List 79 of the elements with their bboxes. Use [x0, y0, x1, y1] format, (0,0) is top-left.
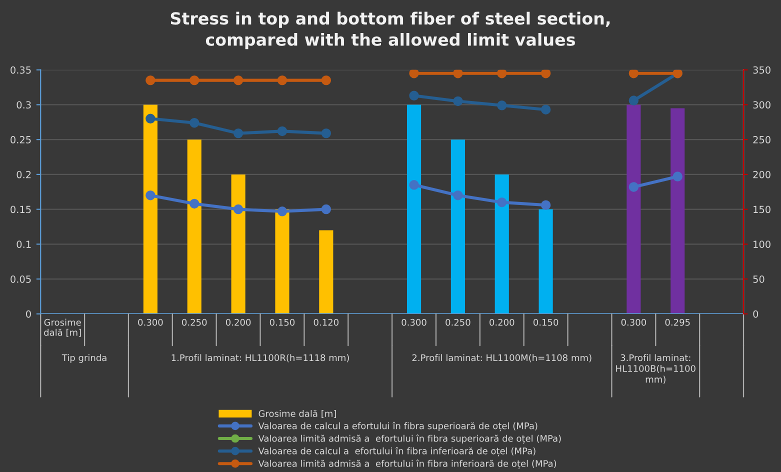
point	[497, 100, 507, 110]
bar	[407, 104, 422, 314]
point	[409, 70, 419, 78]
y2-tick-label: 200	[753, 170, 770, 178]
y-tick-label: 0.3	[16, 101, 31, 109]
x-tick-label: Grosime dală [m]	[44, 318, 81, 337]
point	[672, 172, 682, 182]
bar	[670, 108, 685, 314]
x-tick-label: 0.300	[402, 318, 426, 326]
y-tick-label: 0	[26, 310, 31, 318]
point	[190, 118, 200, 128]
x-tick-label: 0.200	[226, 318, 251, 326]
text: Tip grinda	[62, 354, 106, 363]
point	[540, 70, 551, 78]
bar	[143, 104, 158, 314]
point	[277, 75, 288, 86]
point	[277, 206, 288, 216]
point	[190, 198, 200, 209]
x-tick-label: 0.250	[446, 318, 470, 326]
y2-tick-label: 300	[753, 101, 770, 109]
bar	[187, 140, 202, 314]
legend-label: Grosime dală [m]	[258, 410, 336, 418]
x-tick-label: 0.120	[314, 318, 338, 326]
text: 2.Profil laminat: HL1100M(h=1108 mm)	[412, 354, 592, 362]
text: 1.Profil laminat: HL1100R(h=1118 mm)	[172, 354, 349, 362]
point	[321, 75, 332, 86]
point	[233, 75, 244, 86]
point	[321, 128, 332, 138]
bar	[626, 104, 641, 314]
x-tick-label: 0.300	[621, 318, 646, 326]
bar	[494, 174, 509, 314]
y-tick-label: 0.25	[10, 136, 31, 144]
legend-label: Valoarea de calcul a efortului în fibra superioară de oțel (MPa)	[258, 422, 538, 432]
point	[277, 126, 288, 136]
point	[146, 190, 156, 200]
point	[628, 70, 639, 78]
point	[540, 104, 551, 114]
point	[409, 90, 419, 101]
y-tick-label: 0.2	[16, 170, 31, 178]
point	[233, 128, 244, 138]
point	[540, 200, 551, 210]
point	[628, 182, 639, 192]
y-tick-label: 0.15	[10, 206, 31, 214]
bar	[319, 230, 334, 314]
y-tick-label: 0.35	[10, 66, 31, 74]
bar	[538, 209, 553, 314]
y-tick-label: 0.1	[16, 240, 31, 248]
point	[146, 75, 156, 86]
x-tick-label: 0.150	[270, 318, 295, 326]
point	[146, 114, 156, 124]
point	[453, 190, 463, 200]
x-tick-label: 0.295	[665, 318, 690, 326]
y2-tick-label: 0	[753, 310, 758, 318]
bar	[450, 140, 465, 314]
text: 3.Profil laminat: HL1100B(h=1100 mm)	[616, 354, 696, 384]
point	[628, 96, 639, 106]
point	[233, 204, 244, 214]
point	[321, 204, 332, 214]
y2-tick-label: 50	[753, 275, 764, 283]
bar	[231, 174, 246, 314]
y2-tick-label: 150	[754, 206, 770, 214]
point	[190, 75, 200, 86]
x-tick-label: 0.300	[138, 318, 163, 326]
x-tick-label: 0.200	[490, 318, 514, 326]
point	[453, 70, 463, 78]
y2-tick-label: 350	[753, 66, 770, 74]
y-tick-label: 0.05	[10, 275, 31, 283]
point	[409, 180, 419, 190]
legend-label: Valoarea limită admisă a efortului în fibra superioară de oțel (MPa)	[258, 434, 561, 444]
point	[497, 197, 507, 208]
x-tick-label: 0.150	[533, 318, 558, 326]
y2-tick-label: 250	[753, 136, 770, 144]
y2-tick-label: 100	[754, 240, 770, 248]
legend-label: Valoarea de calcul a efortului în fibra inferioară de oțel (MPa)	[258, 447, 536, 456]
legend-label: Valoarea limită admisă a efortului în fibra inferioară de oțel (MPa)	[258, 460, 556, 469]
point	[497, 70, 507, 78]
x-tick-label: 0.250	[182, 318, 207, 326]
chart-title: Stress in top and bottom fiber of steel section, compared with the allowed limit values	[170, 12, 610, 50]
point	[453, 96, 463, 106]
